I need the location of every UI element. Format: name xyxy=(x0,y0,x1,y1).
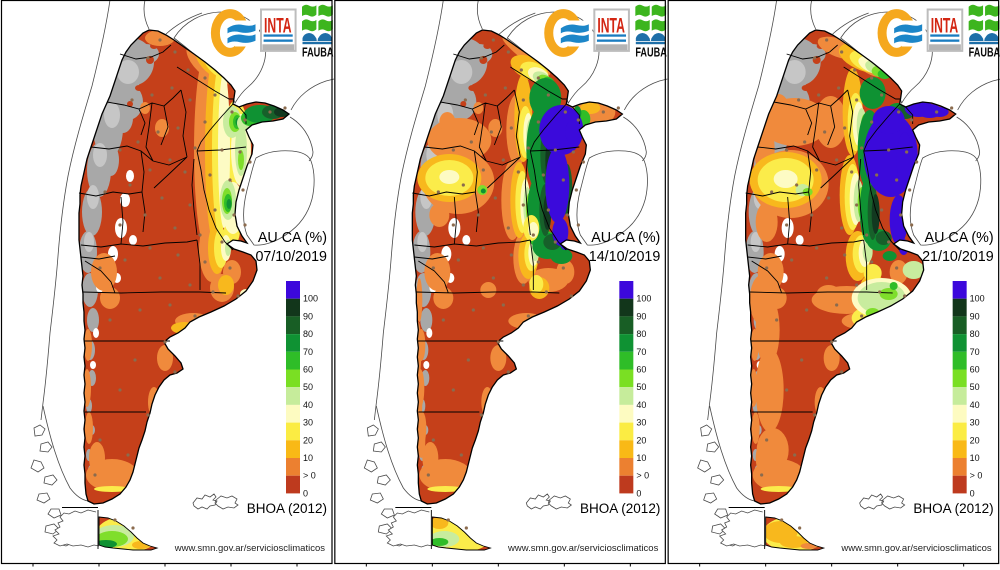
svg-text:21/10/2019: 21/10/2019 xyxy=(922,249,994,265)
svg-text:30: 30 xyxy=(636,418,646,428)
svg-text:20: 20 xyxy=(303,435,313,445)
svg-text:07/10/2019: 07/10/2019 xyxy=(255,249,327,265)
svg-text:60: 60 xyxy=(636,365,646,375)
svg-text:14/10/2019: 14/10/2019 xyxy=(589,249,661,265)
svg-text:BHOA (2012): BHOA (2012) xyxy=(913,501,993,516)
svg-text:70: 70 xyxy=(303,347,313,357)
svg-text:> 0: > 0 xyxy=(970,471,983,481)
svg-text:90: 90 xyxy=(303,311,313,321)
svg-text:40: 40 xyxy=(970,400,980,410)
svg-text:80: 80 xyxy=(970,329,980,339)
svg-text:www.smn.gov.ar/serviciosclimat: www.smn.gov.ar/serviciosclimaticos xyxy=(840,543,992,554)
svg-text:30: 30 xyxy=(970,418,980,428)
svg-text:FAUBA: FAUBA xyxy=(635,46,667,60)
svg-text:60: 60 xyxy=(970,365,980,375)
svg-text:INTA: INTA xyxy=(597,15,625,38)
svg-text:100: 100 xyxy=(303,294,318,304)
svg-text:www.smn.gov.ar/serviciosclimat: www.smn.gov.ar/serviciosclimaticos xyxy=(507,543,659,554)
svg-text:FAUBA: FAUBA xyxy=(302,46,334,60)
svg-text:AU CA (%): AU CA (%) xyxy=(258,230,327,246)
svg-text:80: 80 xyxy=(303,329,313,339)
svg-text:80: 80 xyxy=(636,329,646,339)
svg-text:90: 90 xyxy=(970,311,980,321)
svg-text:www.smn.gov.ar/serviciosclimat: www.smn.gov.ar/serviciosclimaticos xyxy=(174,543,326,554)
svg-text:60: 60 xyxy=(303,365,313,375)
svg-text:20: 20 xyxy=(636,435,646,445)
svg-text:INTA: INTA xyxy=(264,15,292,38)
svg-text:70: 70 xyxy=(636,347,646,357)
svg-text:INTA: INTA xyxy=(931,15,959,38)
svg-text:> 0: > 0 xyxy=(303,471,316,481)
svg-text:50: 50 xyxy=(970,382,980,392)
svg-text:0: 0 xyxy=(303,488,308,498)
svg-text:40: 40 xyxy=(636,400,646,410)
svg-text:FAUBA: FAUBA xyxy=(969,46,1000,60)
svg-text:0: 0 xyxy=(970,488,975,498)
svg-text:50: 50 xyxy=(303,382,313,392)
svg-text:0: 0 xyxy=(636,488,641,498)
svg-text:30: 30 xyxy=(303,418,313,428)
svg-text:10: 10 xyxy=(303,453,313,463)
svg-text:50: 50 xyxy=(636,382,646,392)
svg-text:AU CA (%): AU CA (%) xyxy=(591,230,660,246)
svg-text:10: 10 xyxy=(970,453,980,463)
svg-text:BHOA (2012): BHOA (2012) xyxy=(247,501,327,516)
svg-text:> 0: > 0 xyxy=(636,471,649,481)
svg-text:70: 70 xyxy=(970,347,980,357)
svg-text:100: 100 xyxy=(970,294,985,304)
svg-text:AU CA (%): AU CA (%) xyxy=(925,230,994,246)
svg-text:90: 90 xyxy=(636,311,646,321)
svg-text:100: 100 xyxy=(636,294,651,304)
svg-text:40: 40 xyxy=(303,400,313,410)
svg-text:20: 20 xyxy=(970,435,980,445)
svg-text:BHOA (2012): BHOA (2012) xyxy=(580,501,660,516)
svg-text:10: 10 xyxy=(636,453,646,463)
